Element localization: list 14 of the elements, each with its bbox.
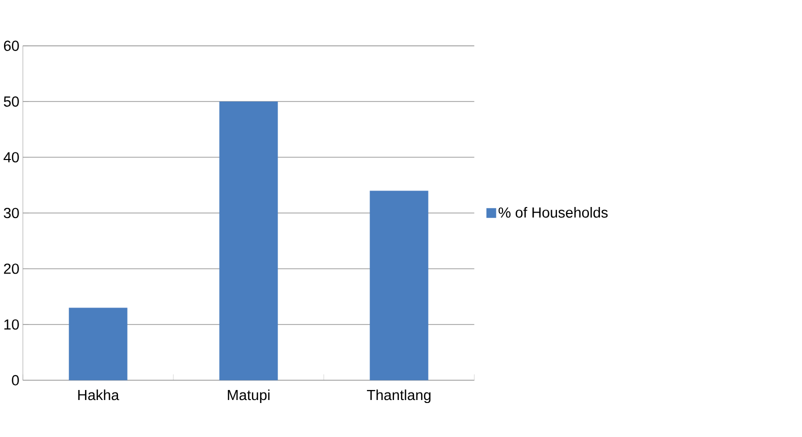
y-tick-label: 40 bbox=[4, 152, 19, 163]
y-tick-label: 20 bbox=[4, 264, 19, 274]
y-tick-label: 50 bbox=[4, 96, 19, 107]
legend-label: % of Households bbox=[498, 207, 608, 218]
x-tick-label: Matupi bbox=[228, 390, 270, 404]
bar bbox=[68, 308, 128, 380]
bar bbox=[370, 190, 428, 380]
y-tick-label: 30 bbox=[4, 208, 19, 218]
x-tick-label: Thantlang bbox=[366, 390, 430, 404]
x-tick-label: Hakha bbox=[78, 390, 120, 400]
y-tick-label: 0 bbox=[12, 375, 19, 386]
y-tick-label: 10 bbox=[4, 319, 19, 330]
bar bbox=[219, 102, 278, 380]
y-tick-label: 60 bbox=[4, 40, 19, 52]
